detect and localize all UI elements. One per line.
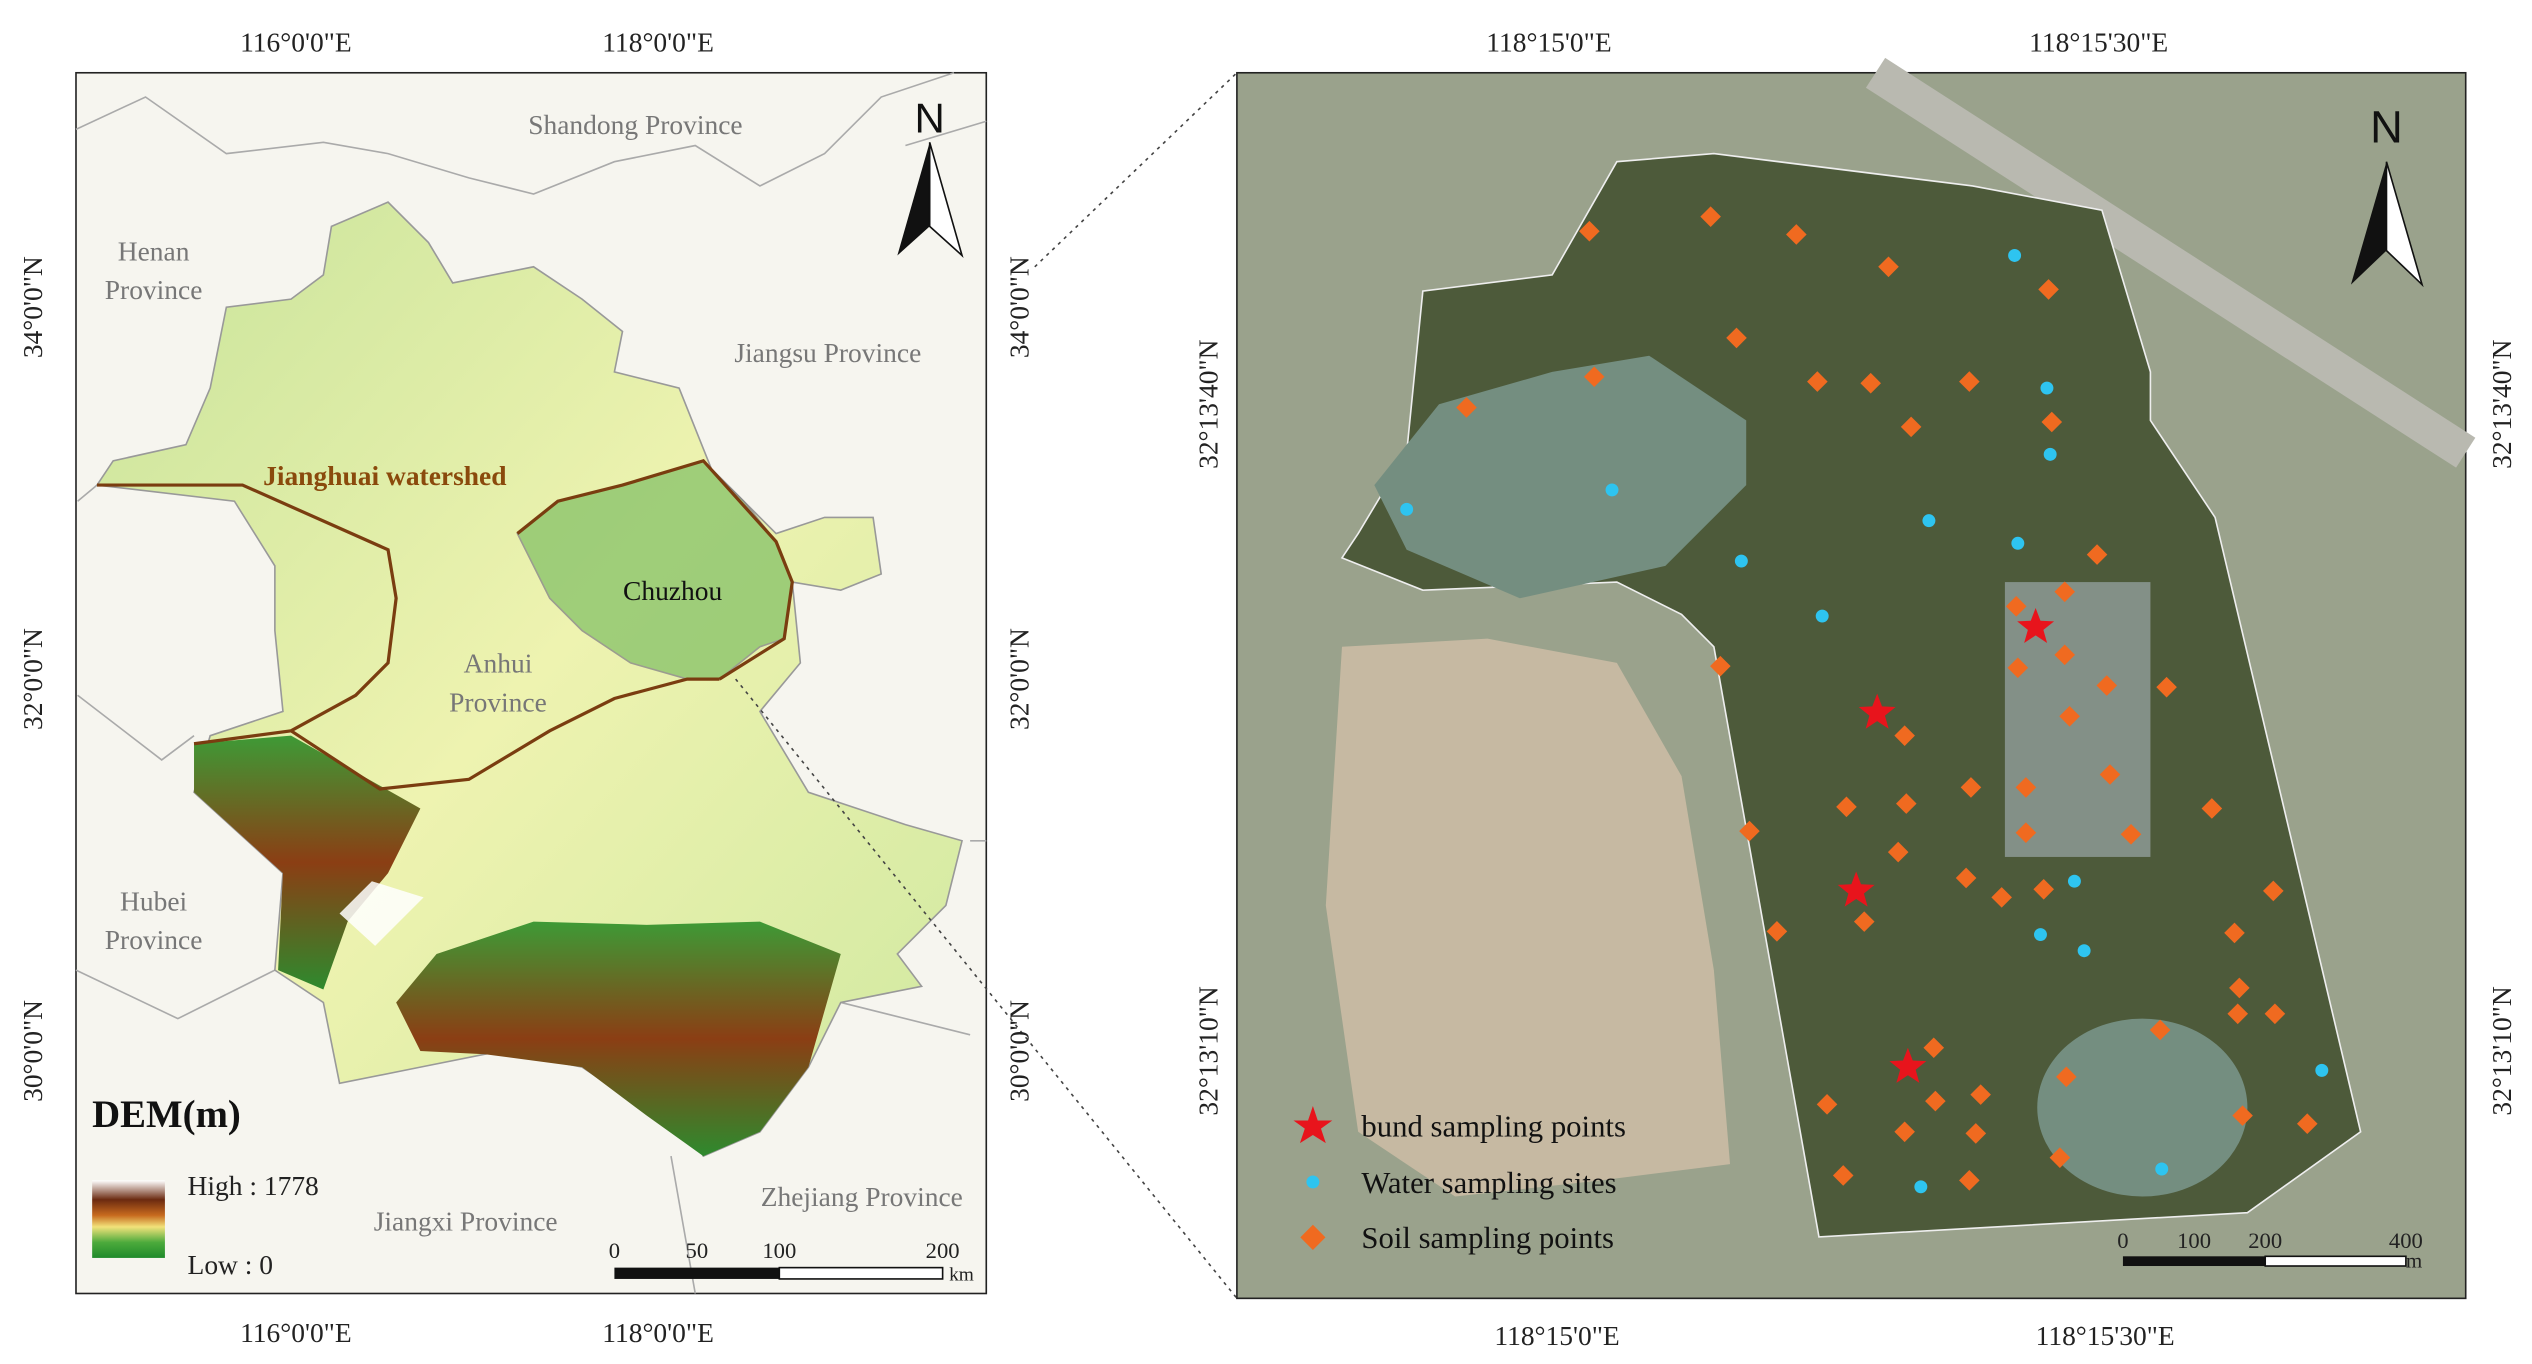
- province-label: Henan Province: [105, 236, 203, 305]
- water-point: [2040, 381, 2054, 395]
- scale-label: 100: [2177, 1228, 2211, 1253]
- lon-label: 118°0'0"E: [602, 1318, 714, 1348]
- lat-label: 34°0'0"N: [1004, 256, 1034, 358]
- water-point: [2077, 944, 2091, 958]
- scale-label: 100: [762, 1238, 796, 1263]
- label-line: Province: [105, 925, 203, 955]
- water-point: [2315, 1063, 2329, 1077]
- bund-point: [1837, 871, 1875, 907]
- legend-title: DEM(m): [92, 1093, 241, 1136]
- soil-point: [2229, 977, 2250, 999]
- scale-label: 400: [2389, 1228, 2423, 1253]
- label-line: Hubei: [120, 886, 187, 916]
- north-label: N: [915, 95, 945, 142]
- province-label: Jiangxi Province: [374, 1206, 558, 1236]
- north-label: N: [2370, 101, 2403, 152]
- mountain-south: [396, 921, 841, 1157]
- water-point: [1400, 502, 1414, 516]
- soil-point: [2056, 1066, 2077, 1088]
- lat-label: 32°13'40"N: [1193, 339, 1223, 469]
- water-point: [1914, 1180, 1928, 1194]
- legend-low: Low : 0: [188, 1250, 273, 1280]
- soil-point: [2296, 1113, 2318, 1135]
- lat-label: 32°13'10"N: [1193, 986, 1223, 1116]
- label-line: Province: [449, 687, 547, 717]
- province-label: Jiangsu Province: [734, 338, 921, 368]
- right-map: 118°15'0"E 118°15'30"E 118°15'0"E 118°15…: [1193, 28, 2516, 1351]
- soil-point: [2049, 1147, 2071, 1168]
- province-label: Shandong Province: [528, 110, 742, 140]
- legend-label: Soil sampling points: [1361, 1221, 1614, 1255]
- lon-label: 118°15'0"E: [1486, 28, 1611, 58]
- province-label: Anhui Province: [449, 649, 547, 718]
- lon-label: 118°15'30"E: [2029, 28, 2168, 58]
- watershed-label: Jianghuai watershed: [263, 461, 506, 491]
- scale-unit: m: [2406, 1249, 2422, 1273]
- legend-label: bund sampling points: [1361, 1110, 1626, 1144]
- bund-point: [1889, 1047, 1927, 1083]
- scale-bar: 0 50 100 200 km: [609, 1238, 974, 1286]
- left-map: 116°0'0"E 118°0'0"E 116°0'0"E 118°0'0"E …: [18, 28, 1238, 1348]
- water-point: [2034, 928, 2047, 942]
- label-line: Anhui: [464, 649, 533, 679]
- water-point: [1605, 483, 1619, 497]
- water-point: [1922, 514, 1936, 528]
- province-borders: [75, 72, 987, 1294]
- lat-label: 32°0'0"N: [18, 628, 48, 730]
- legend-diamond: [1300, 1224, 1326, 1250]
- water-point: [2155, 1162, 2169, 1176]
- legend-label: Water sampling sites: [1361, 1166, 1616, 1200]
- lon-label: 118°15'30"E: [2036, 1321, 2175, 1351]
- lon-label: 118°0'0"E: [602, 28, 714, 58]
- lat-label: 32°13'40"N: [2487, 339, 2517, 469]
- legend-star: [1293, 1105, 1333, 1144]
- lat-label: 30°0'0"N: [18, 1000, 48, 1102]
- scale-label: 200: [2248, 1228, 2282, 1253]
- peaks: [339, 881, 424, 946]
- label-line: Province: [105, 275, 203, 305]
- lat-label: 32°13'10"N: [2487, 986, 2517, 1116]
- legend-colorbar: [92, 1180, 165, 1258]
- lat-label: 34°0'0"N: [18, 256, 48, 358]
- province-label: Zhejiang Province: [761, 1182, 963, 1212]
- lon-label: 116°0'0"E: [240, 28, 352, 58]
- city-label: Chuzhou: [623, 576, 722, 606]
- link-line: [735, 678, 1238, 1299]
- construction-site: [1325, 638, 1731, 1197]
- mountain-west: [194, 735, 421, 990]
- north-arrow: N: [897, 95, 964, 258]
- sampling-points: [1400, 206, 2329, 1194]
- water-point: [2008, 249, 2022, 262]
- province-label: Hubei Province: [105, 886, 203, 955]
- bund-point: [1858, 693, 1896, 729]
- water-point: [1815, 609, 1829, 623]
- water-point: [2011, 536, 2025, 550]
- link-line: [1034, 72, 1238, 268]
- scale-bar: 0 100 200 400 m: [2117, 1228, 2423, 1272]
- legend-dot: [1306, 1175, 1320, 1189]
- watershed-boundary: [97, 458, 794, 791]
- lake: [2037, 1018, 2248, 1197]
- legend: bund sampling points Water sampling site…: [1293, 1105, 1626, 1255]
- label-line: Henan: [118, 236, 190, 266]
- lon-label: 118°15'0"E: [1494, 1321, 1619, 1351]
- highway: [1865, 57, 2476, 468]
- bund-point: [2017, 607, 2055, 644]
- water-point: [2043, 447, 2057, 461]
- water-point: [2067, 874, 2081, 888]
- scale-label: 0: [609, 1238, 620, 1263]
- lat-label: 30°0'0"N: [1004, 1000, 1034, 1102]
- water-point: [1734, 554, 1748, 568]
- legend-high: High : 1778: [188, 1171, 319, 1201]
- scale-unit: km: [949, 1265, 974, 1286]
- lon-label: 116°0'0"E: [240, 1318, 352, 1348]
- scale-label: 200: [926, 1238, 960, 1263]
- scale-label: 0: [2117, 1228, 2128, 1253]
- lat-label: 32°0'0"N: [1004, 628, 1034, 730]
- scale-label: 50: [686, 1238, 709, 1263]
